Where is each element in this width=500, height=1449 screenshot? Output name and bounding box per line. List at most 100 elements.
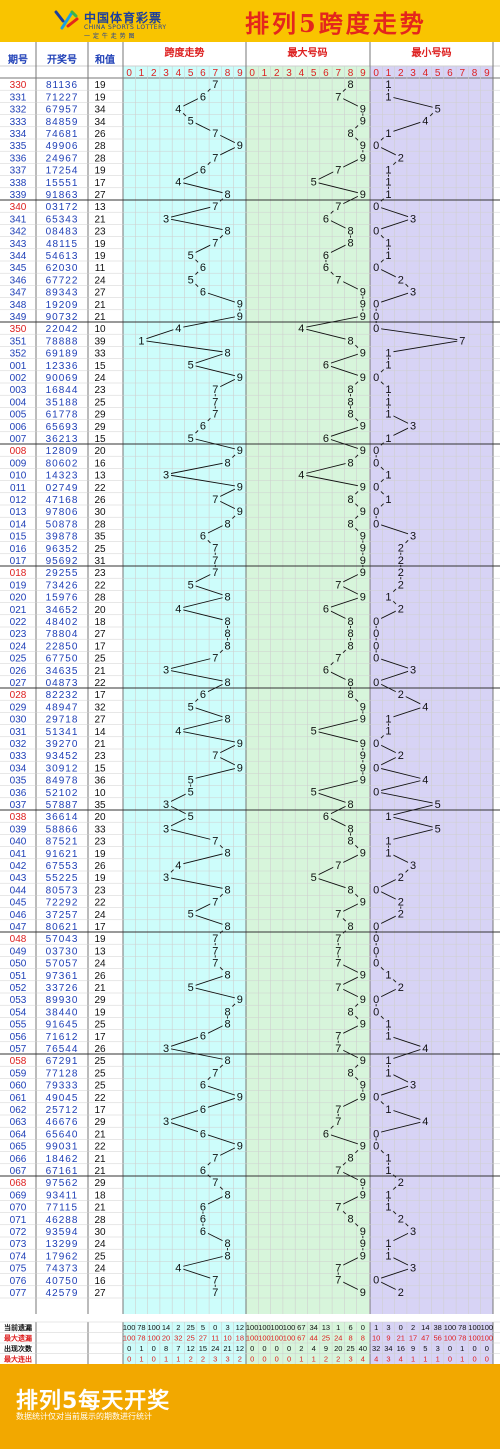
stats-value: 2 xyxy=(411,1323,415,1332)
point-background-min xyxy=(371,628,382,639)
row-sum: 31 xyxy=(94,556,106,567)
trend-point-min: 3 xyxy=(410,860,416,872)
row-sum: 19 xyxy=(94,1007,106,1018)
point-background-max xyxy=(345,920,356,931)
trend-point-max: 9 xyxy=(360,897,366,909)
row-period: 077 xyxy=(10,1288,27,1299)
point-background-span xyxy=(222,615,233,626)
header-digit-span-6: 6 xyxy=(200,68,206,79)
point-background-max xyxy=(320,359,331,370)
trend-point-span: 8 xyxy=(224,640,230,652)
row-number: 81136 xyxy=(46,80,78,91)
row-sum: 21 xyxy=(94,1154,106,1165)
row-number: 82232 xyxy=(46,690,79,701)
point-background-max xyxy=(333,1103,344,1114)
row-period: 350 xyxy=(10,324,27,335)
row-sum: 33 xyxy=(94,349,106,360)
row-period: 351 xyxy=(10,336,27,347)
stats-value: 2 xyxy=(299,1344,303,1353)
point-background-max xyxy=(357,1177,368,1188)
trend-point-min: 0 xyxy=(373,653,379,665)
point-background-min xyxy=(371,445,382,456)
row-sum: 24 xyxy=(94,1264,106,1275)
row-period: 061 xyxy=(10,1093,27,1104)
trend-point-min: 0 xyxy=(373,738,379,750)
row-period: 017 xyxy=(10,556,27,567)
trend-point-min: 2 xyxy=(398,750,404,762)
trend-point-min: 1 xyxy=(385,189,391,201)
row-number: 50878 xyxy=(46,519,79,530)
row-number: 22042 xyxy=(46,324,79,335)
stats-value: 0 xyxy=(127,1355,131,1364)
trend-point-max: 8 xyxy=(347,640,353,652)
trend-point-span: 7 xyxy=(212,384,218,396)
point-background-span xyxy=(197,286,208,297)
trend-point-span: 8 xyxy=(224,348,230,360)
row-period: 341 xyxy=(10,214,27,225)
stats-value: 100 xyxy=(123,1334,136,1343)
stats-value: 4 xyxy=(361,1355,365,1364)
point-background-max xyxy=(357,1091,368,1102)
row-period: 015 xyxy=(10,532,27,543)
row-number: 37257 xyxy=(46,910,79,921)
row-number: 54613 xyxy=(46,251,79,262)
point-background-min xyxy=(420,115,431,126)
point-background-max xyxy=(320,1128,331,1139)
stats-value: 4 xyxy=(312,1344,316,1353)
trend-point-max: 8 xyxy=(347,799,353,811)
stats-value: 100 xyxy=(481,1334,494,1343)
row-number: 58866 xyxy=(46,824,79,835)
point-background-span xyxy=(173,859,184,870)
point-background-min xyxy=(383,969,394,980)
header-digit-max-5: 5 xyxy=(311,68,317,79)
trend-point-span: 7 xyxy=(212,79,218,91)
row-number: 71612 xyxy=(46,1032,79,1043)
stats-value: 10 xyxy=(223,1334,231,1343)
trend-point-span: 8 xyxy=(224,628,230,640)
stats-value: 0 xyxy=(262,1355,266,1364)
trend-point-max: 9 xyxy=(360,1055,366,1067)
stats-value: 1 xyxy=(164,1355,168,1364)
row-period: 009 xyxy=(10,458,27,469)
trend-point-max: 9 xyxy=(360,140,366,152)
point-background-span xyxy=(185,579,196,590)
stats-value: 3 xyxy=(436,1344,440,1353)
row-period: 074 xyxy=(10,1251,27,1262)
trend-point-max: 9 xyxy=(360,116,366,128)
row-sum: 39 xyxy=(94,336,106,347)
point-background-min xyxy=(457,335,468,346)
row-sum: 15 xyxy=(94,763,106,774)
row-sum: 26 xyxy=(94,971,106,982)
point-background-min xyxy=(383,725,394,736)
trend-point-span: 8 xyxy=(224,848,230,860)
row-sum: 22 xyxy=(94,1142,106,1153)
row-sum: 26 xyxy=(94,1044,106,1055)
row-period: 033 xyxy=(10,751,27,762)
point-background-min xyxy=(395,152,406,163)
row-number: 67722 xyxy=(46,275,79,286)
logo-text: 中国体育彩票 xyxy=(84,11,163,25)
row-sum: 16 xyxy=(94,1276,106,1287)
trend-point-min: 2 xyxy=(398,555,404,567)
row-number: 46288 xyxy=(46,1215,79,1226)
point-background-span xyxy=(234,371,245,382)
point-background-max xyxy=(345,689,356,700)
trend-point-max: 9 xyxy=(360,152,366,164)
point-background-max xyxy=(308,725,319,736)
point-background-span xyxy=(197,1128,208,1139)
trend-point-min: 0 xyxy=(373,140,379,152)
trend-point-min: 2 xyxy=(398,689,404,701)
point-background-span xyxy=(222,713,233,724)
stats-value: 9 xyxy=(324,1344,328,1353)
stats-value: 24 xyxy=(211,1344,219,1353)
trend-point-max: 9 xyxy=(360,482,366,494)
stats-value: 7 xyxy=(176,1344,180,1353)
point-background-min xyxy=(383,1067,394,1078)
row-sum: 19 xyxy=(94,80,106,91)
point-background-max xyxy=(345,628,356,639)
row-sum: 27 xyxy=(94,288,106,299)
row-period: 021 xyxy=(10,605,27,616)
trend-point-max: 8 xyxy=(347,823,353,835)
point-background-min xyxy=(383,91,394,102)
point-background-min xyxy=(371,652,382,663)
